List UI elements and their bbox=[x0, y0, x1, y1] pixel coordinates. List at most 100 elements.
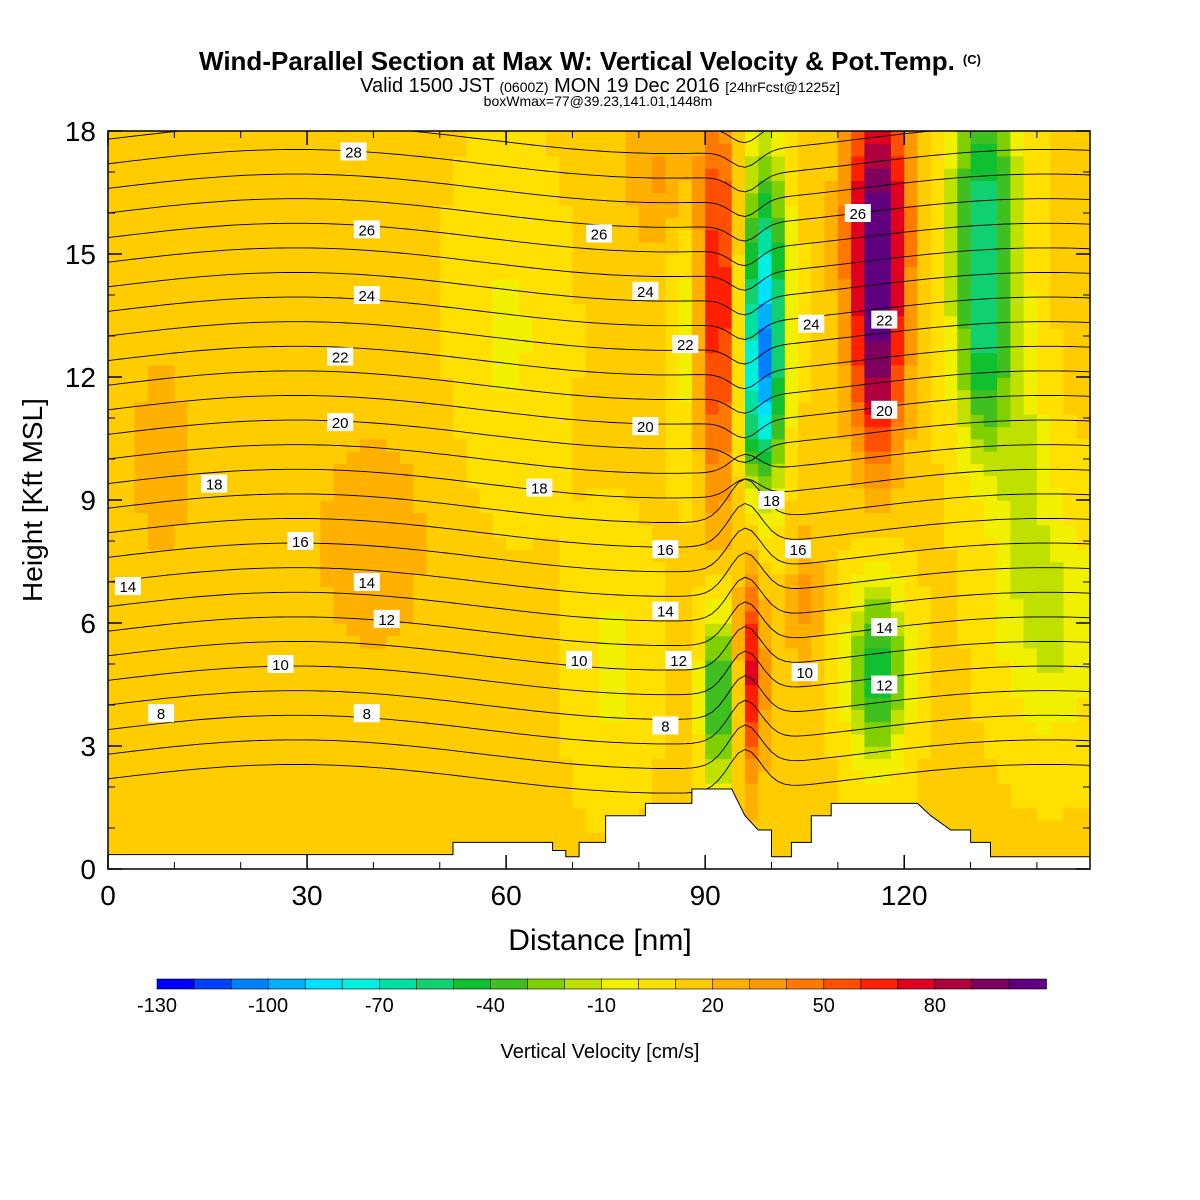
field-cell bbox=[333, 266, 348, 280]
field-cell bbox=[147, 561, 162, 575]
field-cell bbox=[1076, 721, 1090, 735]
field-cell bbox=[638, 696, 653, 710]
field-cell bbox=[240, 696, 255, 710]
field-cell bbox=[254, 229, 269, 243]
field-cell bbox=[200, 647, 215, 661]
field-cell bbox=[599, 684, 614, 698]
field-cell bbox=[466, 303, 481, 317]
field-cell bbox=[399, 500, 414, 514]
field-cell bbox=[426, 770, 441, 784]
field-cell bbox=[1076, 131, 1090, 145]
isentrope-label: 20 bbox=[871, 400, 898, 420]
field-cell bbox=[254, 450, 269, 464]
isentrope-line bbox=[108, 699, 1090, 745]
field-cell bbox=[678, 549, 693, 563]
field-cell bbox=[798, 500, 813, 514]
field-cell bbox=[399, 217, 414, 231]
field-cell bbox=[851, 573, 866, 587]
field-cell bbox=[453, 155, 468, 169]
field-cell bbox=[652, 635, 667, 649]
field-cell bbox=[161, 192, 176, 206]
field-cell bbox=[572, 278, 587, 292]
field-cell bbox=[519, 229, 534, 243]
field-cell bbox=[917, 746, 932, 760]
field-cell bbox=[771, 204, 786, 218]
field-cell bbox=[254, 795, 269, 809]
field-cell bbox=[612, 438, 627, 452]
field-cell bbox=[1050, 573, 1065, 587]
field-cell bbox=[983, 721, 998, 735]
field-cell bbox=[386, 721, 401, 735]
field-cell bbox=[917, 241, 932, 255]
field-cell bbox=[466, 647, 481, 661]
field-cell bbox=[134, 623, 149, 637]
field-cell bbox=[851, 770, 866, 784]
field-cell bbox=[439, 782, 454, 796]
field-cell bbox=[691, 770, 706, 784]
field-cell bbox=[386, 536, 401, 550]
field-cell bbox=[399, 512, 414, 526]
field-cell bbox=[917, 623, 932, 637]
field-cell bbox=[824, 204, 839, 218]
field-cell bbox=[346, 549, 361, 563]
field-cell bbox=[745, 327, 760, 341]
field-cell bbox=[161, 463, 176, 477]
field-cell bbox=[307, 278, 322, 292]
field-cell bbox=[930, 290, 945, 304]
field-cell bbox=[373, 746, 388, 760]
field-cell bbox=[360, 647, 375, 661]
field-cell bbox=[506, 327, 521, 341]
field-cell bbox=[917, 229, 932, 243]
field-cell bbox=[559, 303, 574, 317]
field-cell bbox=[652, 696, 667, 710]
field-cell bbox=[360, 450, 375, 464]
field-cell bbox=[599, 438, 614, 452]
field-cell bbox=[466, 278, 481, 292]
isentrope-line bbox=[108, 247, 1090, 291]
field-cell bbox=[1010, 303, 1025, 317]
field-cell bbox=[798, 561, 813, 575]
field-cell bbox=[519, 438, 534, 452]
field-cell bbox=[930, 180, 945, 194]
field-cell bbox=[399, 561, 414, 575]
field-cell bbox=[307, 377, 322, 391]
field-cell bbox=[174, 770, 189, 784]
field-cell bbox=[824, 340, 839, 354]
field-cell bbox=[1023, 573, 1038, 587]
field-cell bbox=[1010, 426, 1025, 440]
field-cell bbox=[479, 389, 494, 403]
field-cell bbox=[599, 389, 614, 403]
field-cell bbox=[837, 536, 852, 550]
field-cell bbox=[678, 241, 693, 255]
field-cell bbox=[652, 401, 667, 415]
field-cell bbox=[705, 192, 720, 206]
field-cell bbox=[333, 303, 348, 317]
field-cell bbox=[731, 192, 746, 206]
field-cell bbox=[1050, 807, 1065, 821]
field-cell bbox=[1050, 278, 1065, 292]
field-cell bbox=[227, 229, 242, 243]
field-cell bbox=[745, 536, 760, 550]
field-cell bbox=[134, 746, 149, 760]
field-cell bbox=[837, 426, 852, 440]
field-cell bbox=[930, 623, 945, 637]
field-cell bbox=[399, 819, 414, 833]
field-cell bbox=[174, 524, 189, 538]
field-cell bbox=[1050, 377, 1065, 391]
field-cell bbox=[718, 131, 733, 145]
field-cell bbox=[771, 167, 786, 181]
field-cell bbox=[161, 500, 176, 514]
field-cell bbox=[426, 463, 441, 477]
field-cell bbox=[161, 770, 176, 784]
field-cell bbox=[280, 131, 295, 145]
field-cell bbox=[426, 180, 441, 194]
field-cell bbox=[572, 807, 587, 821]
field-cell bbox=[293, 475, 308, 489]
field-cell bbox=[161, 204, 176, 218]
field-cell bbox=[1076, 450, 1090, 464]
field-cell bbox=[585, 561, 600, 575]
field-cell bbox=[877, 500, 892, 514]
field-cell bbox=[333, 438, 348, 452]
field-cell bbox=[293, 782, 308, 796]
field-cell bbox=[678, 192, 693, 206]
